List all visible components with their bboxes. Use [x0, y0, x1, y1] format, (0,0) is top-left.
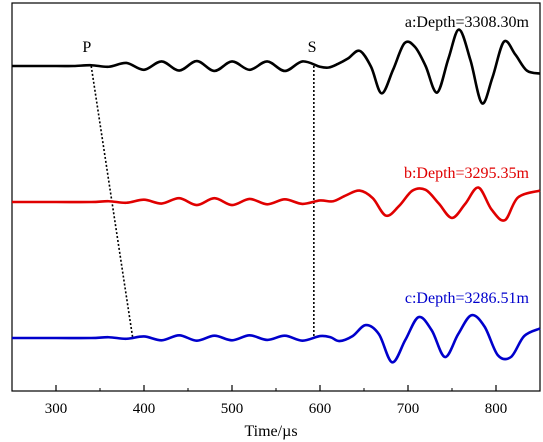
plot-frame [11, 2, 541, 392]
series-label-b: b:Depth=3295.35m [404, 165, 530, 182]
series-label-a: a:Depth=3308.30m [405, 14, 530, 31]
series-line-a [12, 28, 541, 105]
annotation-P: P [82, 39, 91, 56]
x-axis-label: Time/µs [244, 423, 297, 440]
series-label-c: c:Depth=3286.51m [405, 290, 530, 307]
x-tick-label-800: 800 [485, 401, 508, 417]
x-tick-label-300: 300 [45, 401, 68, 417]
waveform-traces [11, 28, 541, 364]
series-labels: a:Depth=3308.30m b:Depth=3295.35m c:Dept… [404, 14, 530, 307]
series-line-c [11, 313, 541, 364]
x-tick-label-500: 500 [221, 401, 244, 417]
x-tick-label-400: 400 [133, 401, 156, 417]
series-line-b [11, 186, 541, 222]
x-tick-label-600: 600 [309, 401, 332, 417]
annotation-S: S [308, 39, 317, 56]
x-axis-ticks: 300 400 500 600 700 800 [11, 385, 541, 417]
x-tick-label-700: 700 [397, 401, 420, 417]
